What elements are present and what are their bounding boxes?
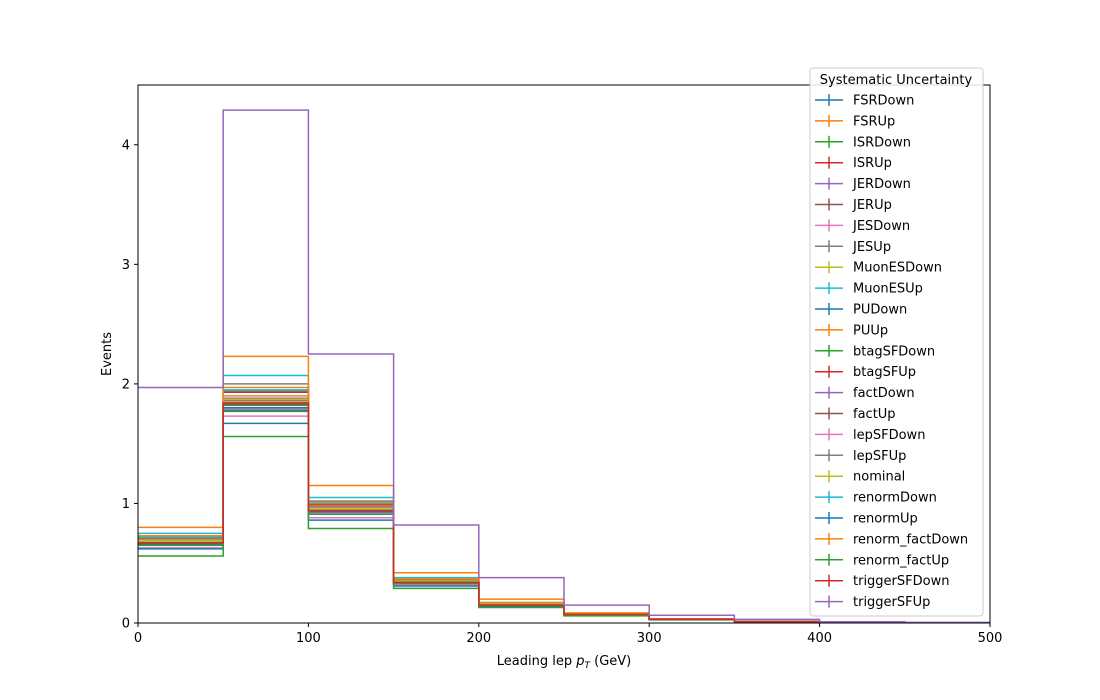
y-axis: 0 1 2 3 4 bbox=[122, 138, 138, 632]
legend-item: JESUp bbox=[815, 240, 891, 255]
legend-item: btagSFUp bbox=[815, 365, 916, 380]
legend-label: JESDown bbox=[852, 219, 910, 234]
x-tick-label: 500 bbox=[978, 631, 1003, 646]
legend-label: FSRUp bbox=[853, 114, 895, 129]
x-tick-label: 0 bbox=[134, 631, 142, 646]
legend-label: lepSFDown bbox=[853, 428, 925, 443]
series-line-triggerSFUp bbox=[138, 109, 990, 623]
legend-item: factDown bbox=[815, 386, 915, 401]
legend-item: JERDown bbox=[815, 177, 911, 192]
legend-label: MuonESDown bbox=[853, 261, 942, 276]
y-tick-label: 3 bbox=[122, 258, 130, 273]
legend-label: JESUp bbox=[852, 240, 891, 255]
legend-label: MuonESUp bbox=[853, 282, 923, 297]
legend-item: ISRDown bbox=[815, 135, 911, 150]
legend-item: nominal bbox=[815, 470, 905, 485]
legend-label: ISRUp bbox=[853, 156, 892, 171]
x-tick-label: 300 bbox=[637, 631, 662, 646]
legend-item: renorm_factDown bbox=[815, 532, 968, 547]
legend-item: renormDown bbox=[815, 491, 937, 506]
legend-item: factUp bbox=[815, 407, 896, 422]
legend-label: PUDown bbox=[853, 303, 907, 318]
legend-item: PUDown bbox=[815, 303, 907, 318]
series-layer bbox=[138, 109, 990, 623]
legend-label: renorm_factDown bbox=[853, 532, 968, 547]
x-axis-label: Leading lep pT (GeV) bbox=[497, 654, 631, 671]
legend-label: btagSFDown bbox=[853, 344, 935, 359]
legend-item: JERUp bbox=[815, 198, 892, 213]
legend-entries: FSRDown FSRUp ISRDown ISRUp JERDown JERUp JESD… bbox=[815, 94, 968, 610]
legend-item: triggerSFUp bbox=[815, 595, 930, 610]
legend-label: PUUp bbox=[853, 323, 888, 338]
legend-label: factUp bbox=[853, 407, 896, 422]
y-tick-label: 2 bbox=[122, 377, 130, 392]
legend-item: PUUp bbox=[815, 323, 888, 338]
legend-label: renormDown bbox=[853, 491, 937, 506]
plot-frame bbox=[137, 84, 991, 624]
legend-label: nominal bbox=[853, 470, 905, 485]
legend-label: factDown bbox=[853, 386, 915, 401]
legend-item: renormUp bbox=[815, 512, 918, 527]
legend-item: JESDown bbox=[815, 219, 910, 234]
x-tick-label: 100 bbox=[296, 631, 321, 646]
legend-item: ISRUp bbox=[815, 156, 892, 171]
legend-title: Systematic Uncertainty bbox=[820, 73, 973, 88]
legend-label: triggerSFUp bbox=[853, 595, 930, 610]
y-axis-label: Events bbox=[100, 332, 115, 376]
legend-label: lepSFUp bbox=[853, 449, 906, 464]
x-tick-label: 200 bbox=[466, 631, 491, 646]
legend-item: FSRUp bbox=[815, 114, 895, 129]
legend-item: FSRDown bbox=[815, 94, 914, 109]
legend-item: renorm_factUp bbox=[815, 553, 949, 568]
legend-label: JERUp bbox=[852, 198, 892, 213]
legend-box bbox=[809, 67, 984, 617]
legend-label: renorm_factUp bbox=[853, 553, 949, 568]
x-axis: 0 100 200 300 400 500 bbox=[134, 623, 1003, 646]
legend-item: MuonESDown bbox=[815, 261, 942, 276]
y-tick-label: 1 bbox=[122, 497, 130, 512]
legend-item: lepSFUp bbox=[815, 449, 906, 464]
legend-item: lepSFDown bbox=[815, 428, 925, 443]
legend-item: MuonESUp bbox=[815, 282, 923, 297]
legend-item: btagSFDown bbox=[815, 344, 935, 359]
legend-label: ISRDown bbox=[853, 135, 911, 150]
legend-label: FSRDown bbox=[853, 94, 914, 109]
legend: Systematic Uncertainty FSRDown FSRUp ISRDo… bbox=[809, 67, 984, 617]
legend-label: JERDown bbox=[852, 177, 911, 192]
legend-label: renormUp bbox=[853, 512, 918, 527]
legend-label: btagSFUp bbox=[853, 365, 916, 380]
x-tick-label: 400 bbox=[807, 631, 832, 646]
y-tick-label: 4 bbox=[122, 138, 130, 153]
y-tick-label: 0 bbox=[122, 617, 130, 632]
legend-label: triggerSFDown bbox=[853, 574, 949, 589]
legend-item: triggerSFDown bbox=[815, 574, 949, 589]
